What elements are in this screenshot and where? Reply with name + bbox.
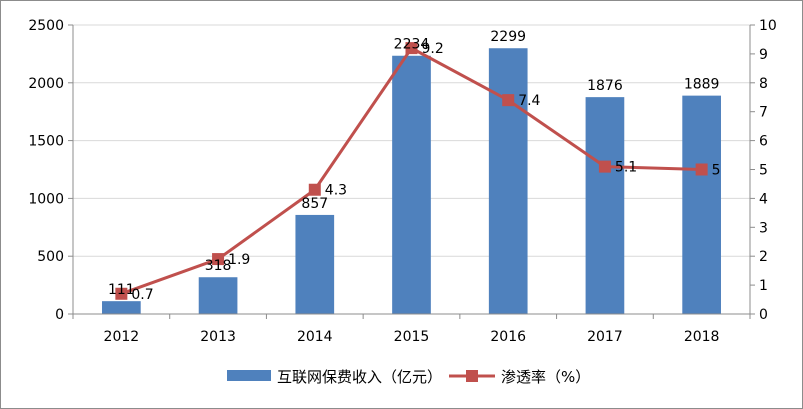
bar [102,301,141,314]
line-value-label: 5 [712,163,721,179]
legend-bar-swatch [227,370,271,381]
y-right-tick-label: 6 [759,134,768,150]
line-value-label: 5.1 [615,160,637,176]
y-right-tick-label: 7 [759,105,768,121]
y-right-tick-label: 10 [759,18,777,34]
bar [682,95,721,315]
y-right-tick-label: 3 [759,220,768,236]
y-right-tick-label: 9 [759,47,768,63]
bar-value-label: 2234 [394,37,430,53]
bar-value-label: 1876 [587,78,623,94]
line-point [502,94,515,107]
bar [295,214,335,314]
axes: 0 500 1000 1500 2000 2500 0 1 2 3 4 5 6 7 8 9 10 2012 2013… [28,18,776,345]
y-left-tick-label: 0 [55,307,64,323]
x-tick-label: 2017 [587,329,623,345]
x-tick-label: 2014 [297,329,333,345]
line-value-label: 7.4 [518,93,540,109]
line-point [405,42,418,55]
bar-series [102,48,721,315]
x-tick-label: 2015 [394,329,430,345]
y-right-tick-label: 5 [759,163,768,179]
y-right-tick-label: 1 [759,278,768,294]
bar [198,277,238,314]
bar-value-label: 2299 [490,29,526,45]
line-point [598,160,611,173]
line-point [695,163,708,176]
line-series [115,42,708,300]
line-value-label: 0.7 [131,287,153,303]
x-tick-label: 2013 [200,329,236,345]
y-left-tick-label: 1000 [28,191,64,207]
y-left-tick-label: 500 [37,249,64,265]
y-left-tick-label: 2500 [28,18,64,34]
y-right-tick-label: 8 [759,76,768,92]
line-point [115,287,128,300]
bar-value-label: 857 [301,196,328,212]
y-right-tick-label: 2 [759,249,768,265]
line-value-label: 9.2 [422,41,444,57]
y-right-tick-label: 4 [759,191,768,207]
bar-value-label: 1889 [684,77,720,93]
line-value-label: 1.9 [228,252,250,268]
line-point [308,183,321,196]
y-right-tick-label: 0 [759,307,768,323]
legend-bar-label: 互联网保费收入（亿元） [277,368,442,386]
y-left-tick-label: 1500 [28,134,64,150]
data-labels: 111 318 857 2234 2299 1876 1889 0.7 1.9 4.3 9.2 7.4… [108,29,721,303]
bar-value-label: 318 [205,258,232,274]
bar-value-label: 111 [108,282,135,298]
x-tick-label: 2018 [684,329,720,345]
bar [392,55,431,314]
x-tick-label: 2016 [490,329,526,345]
legend: 互联网保费收入（亿元） 渗透率（%） [227,368,590,386]
y-left-tick-label: 2000 [28,76,64,92]
line-point [212,253,225,266]
bar [585,97,625,314]
bar [488,48,528,315]
legend-line-marker [466,370,478,382]
legend-line-label: 渗透率（%） [501,368,590,386]
x-tick-label: 2012 [104,329,140,345]
line-value-label: 4.3 [325,183,347,199]
